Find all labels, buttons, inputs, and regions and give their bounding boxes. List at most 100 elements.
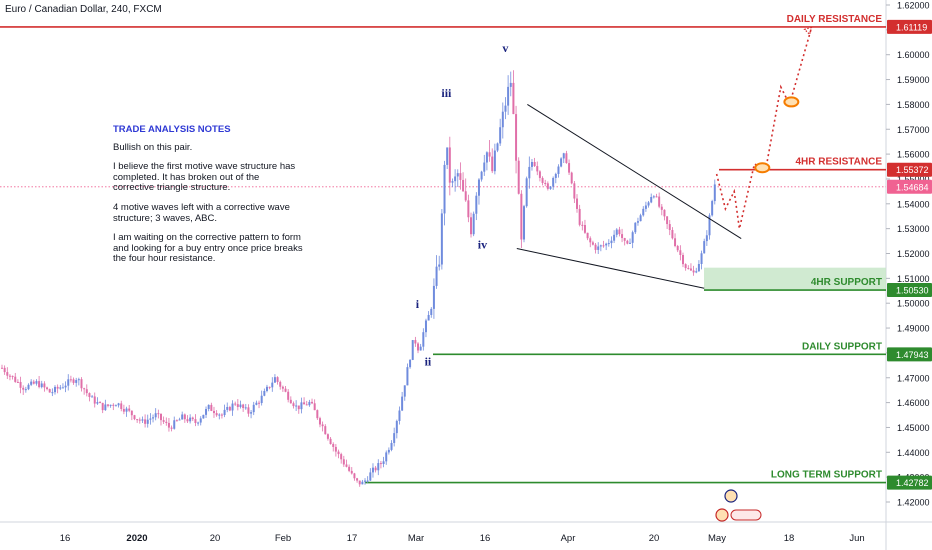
candle-body xyxy=(488,152,491,157)
candle-body xyxy=(674,238,677,247)
candle-body xyxy=(263,390,266,396)
candle-body xyxy=(284,388,287,392)
candle-body xyxy=(634,222,637,233)
candle-body xyxy=(311,401,314,404)
candle-body xyxy=(281,386,284,389)
y-tick-label: 1.50000 xyxy=(897,299,930,309)
candle-body xyxy=(67,379,70,386)
candle-body xyxy=(80,379,83,389)
candle-body xyxy=(557,166,560,174)
candle-body xyxy=(146,419,149,424)
current-price-label: 1.54684 xyxy=(896,182,929,192)
candle-body xyxy=(258,402,261,404)
candle-body xyxy=(77,379,80,381)
candle-body xyxy=(671,230,674,239)
candle-body xyxy=(35,381,38,384)
candle-body xyxy=(133,415,136,420)
candle-body xyxy=(3,367,6,373)
candle-body xyxy=(692,270,695,273)
y-tick-label: 1.47000 xyxy=(897,373,930,383)
candle-body xyxy=(181,414,184,420)
level-price-tag xyxy=(887,19,932,34)
candle-body xyxy=(687,268,690,270)
candle-body xyxy=(401,396,404,411)
candle-body xyxy=(46,387,49,390)
candle-body xyxy=(152,417,155,419)
y-tick-label: 1.53000 xyxy=(897,224,930,234)
candle-body xyxy=(53,386,56,393)
event-badge-group[interactable] xyxy=(730,509,762,521)
candle-body xyxy=(96,402,99,404)
candle-body xyxy=(273,377,276,383)
candle-body xyxy=(215,413,218,416)
candle-body xyxy=(178,419,181,421)
candle-body xyxy=(552,177,555,187)
event-icon[interactable] xyxy=(715,508,729,522)
candle-body xyxy=(491,156,494,172)
candle-body xyxy=(350,470,353,474)
candle-body xyxy=(504,105,507,112)
x-tick-label: 16 xyxy=(480,533,491,544)
x-tick-label: 20 xyxy=(210,533,221,544)
y-tick-label: 1.51000 xyxy=(897,274,930,284)
candle-body xyxy=(189,417,192,422)
candle-body xyxy=(647,202,650,206)
candle-body xyxy=(297,405,300,410)
candle-body xyxy=(99,402,102,404)
candle-body xyxy=(629,242,632,244)
candle-body xyxy=(326,434,329,439)
candle-body xyxy=(509,82,512,87)
candle-body xyxy=(30,381,33,385)
level-name-label: LONG TERM SUPPORT xyxy=(771,470,882,481)
event-icon[interactable] xyxy=(724,489,738,503)
y-tick-label: 1.54000 xyxy=(897,199,930,209)
candle-body xyxy=(538,171,541,178)
candle-body xyxy=(419,346,422,351)
y-tick-label: 1.52000 xyxy=(897,249,930,259)
candle-body xyxy=(199,418,202,423)
y-tick-label: 1.56000 xyxy=(897,150,930,160)
candle-body xyxy=(93,396,96,404)
candle-body xyxy=(218,414,221,416)
candle-body xyxy=(528,166,531,179)
candle-body xyxy=(207,404,210,410)
candle-body xyxy=(202,414,205,419)
candle-body xyxy=(43,383,46,388)
candle-body xyxy=(679,250,682,255)
candle-body xyxy=(138,419,141,421)
triangle-lower-line xyxy=(516,248,705,289)
candle-body xyxy=(406,367,409,386)
level-price-label: 1.42782 xyxy=(896,478,929,488)
notes-title: TRADE ANALYSIS NOTES xyxy=(113,124,231,135)
candle-body xyxy=(157,413,160,415)
candle-body xyxy=(324,426,327,435)
x-tick-label: Feb xyxy=(275,533,291,544)
chart-header-title: Euro / Canadian Dollar, 240, FXCM xyxy=(5,4,162,15)
candle-body xyxy=(432,285,435,309)
candle-body xyxy=(308,401,311,406)
candle-body xyxy=(112,404,115,406)
candle-body xyxy=(56,386,59,389)
candle-body xyxy=(576,198,579,209)
candle-body xyxy=(252,404,255,413)
candle-body xyxy=(623,238,626,241)
x-tick-label: May xyxy=(708,533,726,544)
candle-body xyxy=(546,183,549,189)
candle-body xyxy=(459,173,462,180)
x-tick-label: Jun xyxy=(849,533,864,544)
support-zone-rect xyxy=(704,267,886,291)
candle-body xyxy=(104,404,107,411)
candle-body xyxy=(154,413,157,418)
candle-body xyxy=(523,206,526,240)
candle-body xyxy=(499,127,502,144)
candle-body xyxy=(212,410,215,414)
candle-body xyxy=(337,451,340,455)
wave-label-i: i xyxy=(416,297,420,311)
candle-body xyxy=(507,86,510,106)
candle-body xyxy=(708,215,711,236)
candle-body xyxy=(573,183,576,199)
candle-body xyxy=(448,147,451,183)
level-price-tag xyxy=(887,283,932,298)
notes-paragraph-3: 4 motive waves left with a corrective wa… xyxy=(113,201,290,224)
